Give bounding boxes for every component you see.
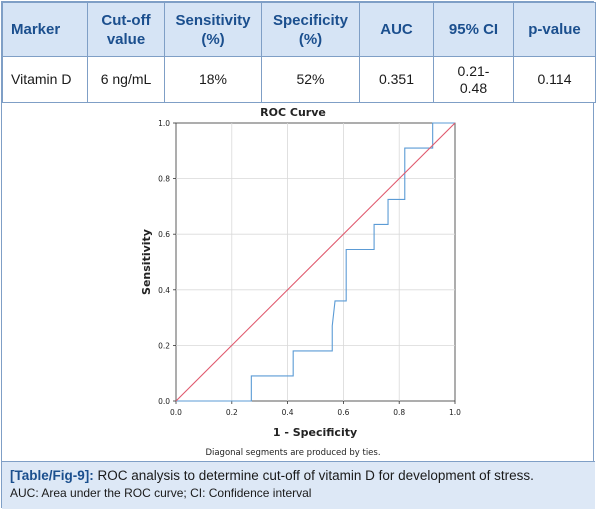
cell-p-value: 0.114 — [513, 56, 596, 103]
chart-footnote: Diagonal segments are produced by ties. — [205, 448, 380, 458]
roc-chart-svg: ROC Curve 0.00.20.40.60.81.0 0.0 0.2 0.4 0.… — [140, 106, 461, 458]
table-row: Vitamin D 6 ng/mL 18% 52% 0.351 0.21-0.4… — [2, 56, 596, 103]
series-group — [175, 122, 456, 402]
header-cutoff: Cut-off value — [87, 2, 165, 57]
x-tick-label: 0.0 — [170, 408, 182, 417]
x-axis-label: 1 - Specificity — [273, 426, 357, 439]
y-axis: 0.0 0.2 0.4 0.6 0.8 1.0 — [158, 119, 176, 406]
y-tick-label: 0.8 — [158, 175, 170, 184]
cell-sensitivity: 18% — [164, 56, 262, 103]
cell-auc: 0.351 — [359, 56, 434, 103]
x-tick-label: 0.8 — [393, 408, 405, 417]
caption-text: ROC analysis to determine cut-off of vit… — [93, 468, 534, 483]
cell-marker: Vitamin D — [2, 56, 88, 103]
reference-diagonal-line — [175, 122, 456, 402]
y-axis-label: Sensitivity — [140, 229, 153, 295]
caption-label: [Table/Fig-9]: — [10, 468, 94, 483]
header-sensitivity: Sensitivity (%) — [164, 2, 262, 57]
caption-line: [Table/Fig-9]: ROC analysis to determine… — [10, 467, 587, 485]
y-tick-label: 1.0 — [158, 119, 170, 128]
header-marker: Marker — [2, 2, 88, 57]
roc-chart: ROC Curve 0.0 0.2 0.4 0.6 0.8 1.0 0.0 0.2 0.4 0.… — [2, 103, 595, 461]
header-specificity: Specificity (%) — [261, 2, 360, 57]
cell-cutoff: 6 ng/mL — [87, 56, 165, 103]
roc-curve-line — [176, 122, 455, 402]
caption-note: AUC: Area under the ROC curve; CI: Confi… — [10, 486, 312, 500]
y-tick-label: 0.4 — [158, 286, 170, 295]
cell-ci: 0.21-0.48 — [433, 56, 514, 103]
results-table: Marker Cut-off value Sensitivity (%) Spe… — [2, 2, 596, 103]
x-tick-label: 0.4 — [282, 408, 294, 417]
x-tick-label: 1.0 — [449, 408, 461, 417]
header-p-value: p-value — [513, 2, 596, 57]
y-tick-label: 0.6 — [158, 230, 170, 239]
table-header-row: Marker Cut-off value Sensitivity (%) Spe… — [2, 2, 596, 57]
header-auc: AUC — [359, 2, 434, 57]
chart-title: ROC Curve — [260, 106, 326, 119]
grid-lines — [176, 123, 455, 401]
y-tick-label: 0.2 — [158, 341, 170, 350]
figure-caption: [Table/Fig-9]: ROC analysis to determine… — [2, 461, 595, 509]
header-ci: 95% CI — [433, 2, 514, 57]
x-tick-label: 0.2 — [226, 408, 238, 417]
x-tick-label: 0.6 — [337, 408, 349, 417]
y-tick-label: 0.0 — [158, 397, 170, 406]
cell-specificity: 52% — [261, 56, 360, 103]
x-axis: 0.0 0.2 0.4 0.6 0.8 1.0 — [170, 401, 461, 417]
